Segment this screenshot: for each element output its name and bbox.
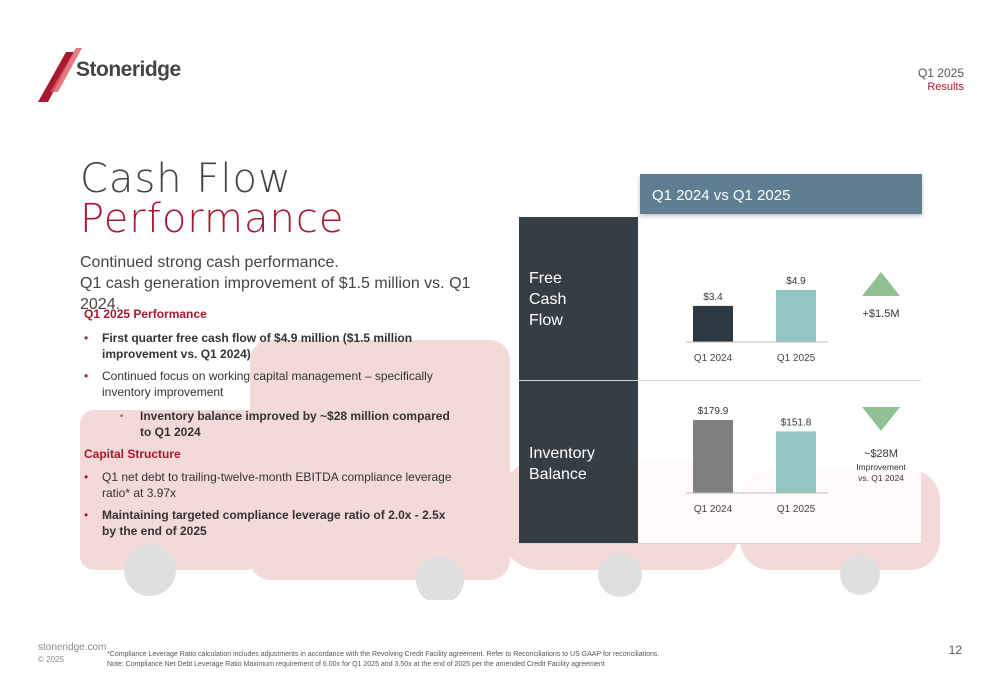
row-label-line: Inventory — [529, 445, 595, 462]
bar-0-0 — [693, 305, 733, 342]
category-label: Q1 2024 — [694, 504, 733, 515]
sub-bullet-dot: • — [120, 411, 124, 421]
bullet-text: Maintaining targeted compliance leverage… — [102, 508, 446, 538]
page-subtitle: Continued strong cash performance. Q1 ca… — [80, 252, 500, 315]
stoneridge-logo — [38, 48, 82, 102]
row-label-inventory-balance: Inventory Balance — [529, 443, 595, 485]
up-arrow-icon — [862, 272, 900, 296]
footer-website[interactable]: stoneridge.com — [38, 642, 107, 653]
page-number: 12 — [948, 643, 962, 657]
row-label-line: Balance — [529, 466, 587, 483]
data-label: $179.9 — [698, 406, 729, 417]
comparison-header: Q1 2024 vs Q1 2025 — [640, 174, 922, 214]
row-label-line: Cash — [529, 291, 567, 308]
category-label: Q1 2024 — [694, 353, 733, 364]
row-label-line: Flow — [529, 312, 563, 329]
footnote-line2: Note: Compliance Net Debt Leverage Ratio… — [107, 661, 605, 668]
bar-0-1 — [776, 290, 816, 342]
down-arrow-icon — [862, 407, 900, 431]
results-label: Results — [927, 81, 964, 93]
change-label: +$1.5M — [863, 308, 900, 320]
change-label: ~$28M — [864, 448, 898, 460]
performance-heading: Q1 2025 Performance — [84, 307, 207, 321]
page-title-line1: Cash Flow — [80, 156, 292, 202]
quarter-label: Q1 2025 — [917, 66, 964, 80]
bar-1-0 — [693, 420, 733, 493]
data-label: $151.8 — [781, 417, 812, 428]
row-label-free-cash-flow: Free Cash Flow — [529, 268, 566, 331]
category-label: Q1 2025 — [777, 353, 816, 364]
bullet-dot: • — [84, 508, 89, 522]
bullet-text: First quarter free cash flow of $4.9 mil… — [102, 331, 413, 361]
subtitle-line2: Q1 cash generation improvement of $1.5 m… — [80, 275, 471, 313]
brand-name: Stoneridge — [76, 58, 181, 81]
panel-divider — [519, 380, 921, 381]
footnote: *Compliance Leverage Ratio calculation i… — [107, 650, 927, 670]
footnote-line1: *Compliance Leverage Ratio calculation i… — [107, 651, 660, 658]
panel-bottom-line — [519, 543, 921, 544]
sub-bullet-text: Inventory balance improved by ~$28 milli… — [140, 409, 450, 439]
subtitle-line1: Continued strong cash performance. — [80, 254, 339, 271]
bullet-dot: • — [84, 470, 89, 484]
page-title-line2: Performance — [80, 196, 345, 242]
capital-heading: Capital Structure — [84, 447, 181, 461]
bullet-dot: • — [84, 331, 89, 345]
bar-1-1 — [776, 431, 816, 493]
row-label-box-inventory — [519, 381, 638, 543]
change-note: Improvement — [856, 462, 906, 472]
row-label-box-fcf — [519, 217, 638, 380]
footer-copyright: © 2025 — [38, 655, 64, 664]
bullet-text: Continued focus on working capital manag… — [102, 369, 433, 399]
change-note: vs. Q1 2024 — [858, 473, 904, 483]
comparison-charts: $3.4 Q1 2024 $4.9 Q1 2025 +$1.5M $179.9 Q1 202… — [686, 272, 906, 515]
data-label: $4.9 — [786, 276, 806, 287]
bullet-dot: • — [84, 369, 89, 383]
data-label: $3.4 — [703, 292, 723, 303]
bullet-text: Q1 net debt to trailing-twelve-month EBI… — [102, 470, 452, 500]
row-label-line: Free — [529, 270, 562, 287]
category-label: Q1 2025 — [777, 504, 816, 515]
